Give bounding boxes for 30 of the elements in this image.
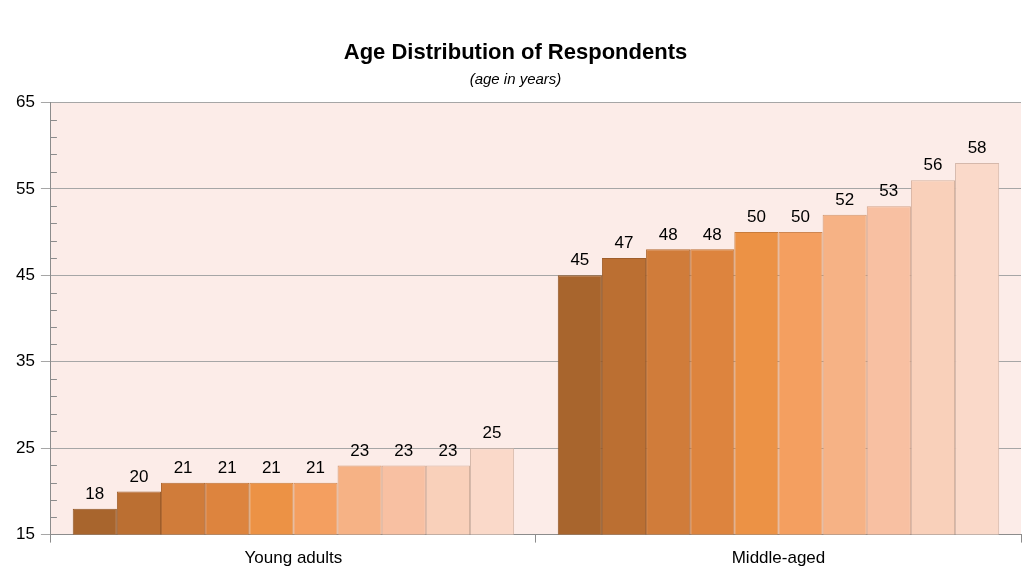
x-tick-label: Middle-aged bbox=[731, 548, 826, 568]
data-label: 47 bbox=[614, 233, 634, 253]
data-label: 23 bbox=[350, 440, 370, 460]
data-label: 48 bbox=[702, 224, 722, 244]
data-label: 48 bbox=[658, 224, 678, 244]
data-label: 23 bbox=[394, 440, 414, 460]
chart-title: Age Distribution of Respondents bbox=[343, 39, 688, 65]
y-tick-label: 55 bbox=[15, 178, 35, 198]
data-label: 21 bbox=[306, 457, 325, 477]
data-label: 21 bbox=[173, 457, 193, 477]
data-label: 45 bbox=[570, 250, 590, 270]
y-tick-label: 45 bbox=[15, 264, 35, 284]
data-label: 58 bbox=[967, 138, 987, 158]
data-label: 25 bbox=[482, 423, 502, 443]
data-label: 52 bbox=[835, 189, 855, 209]
data-label: 53 bbox=[879, 181, 899, 201]
data-label: 23 bbox=[438, 440, 458, 460]
data-label: 50 bbox=[791, 207, 811, 227]
x-tick-label: Young adults bbox=[244, 548, 343, 568]
y-tick-label: 15 bbox=[15, 524, 35, 544]
data-label: 50 bbox=[746, 207, 766, 227]
data-label: 21 bbox=[217, 457, 237, 477]
chart-subtitle: (age in years) bbox=[469, 69, 562, 87]
y-tick-label: 65 bbox=[15, 92, 35, 112]
y-tick-label: 35 bbox=[15, 351, 35, 371]
data-label: 21 bbox=[261, 457, 281, 477]
data-label: 20 bbox=[129, 466, 149, 486]
y-tick-label: 25 bbox=[15, 437, 35, 457]
data-label: 18 bbox=[85, 483, 105, 503]
data-label: 56 bbox=[923, 155, 943, 175]
